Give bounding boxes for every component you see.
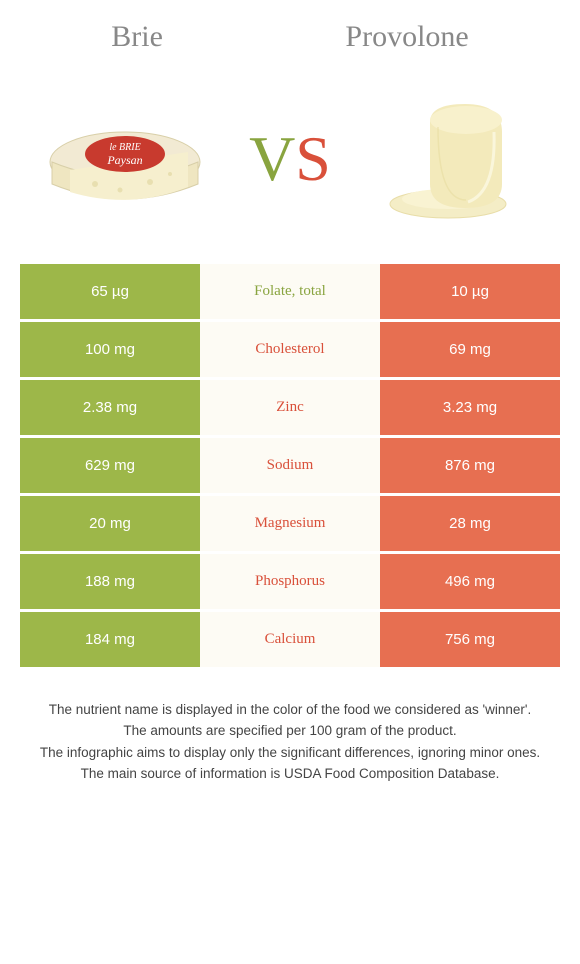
nutrient-name: Sodium bbox=[200, 438, 380, 493]
table-row: 65 µgFolate, total10 µg bbox=[20, 264, 560, 319]
right-value: 876 mg bbox=[380, 438, 560, 493]
right-value: 28 mg bbox=[380, 496, 560, 551]
provolone-image bbox=[370, 92, 540, 227]
right-value: 3.23 mg bbox=[380, 380, 560, 435]
vs-v-letter: V bbox=[249, 123, 295, 194]
table-row: 188 mgPhosphorus496 mg bbox=[20, 554, 560, 609]
nutrient-name: Magnesium bbox=[200, 496, 380, 551]
footer-line: The amounts are specified per 100 gram o… bbox=[30, 721, 550, 741]
images-row: le BRIE Paysan VS bbox=[0, 64, 580, 264]
table-row: 184 mgCalcium756 mg bbox=[20, 612, 560, 667]
header: Brie Provolone bbox=[0, 0, 580, 64]
footer-line: The nutrient name is displayed in the co… bbox=[30, 700, 550, 720]
right-value: 69 mg bbox=[380, 322, 560, 377]
right-value: 496 mg bbox=[380, 554, 560, 609]
nutrient-table: 65 µgFolate, total10 µg100 mgCholesterol… bbox=[20, 264, 560, 667]
table-row: 100 mgCholesterol69 mg bbox=[20, 322, 560, 377]
left-value: 188 mg bbox=[20, 554, 200, 609]
right-food-title: Provolone bbox=[345, 20, 468, 54]
footer-notes: The nutrient name is displayed in the co… bbox=[0, 670, 580, 784]
nutrient-name: Zinc bbox=[200, 380, 380, 435]
table-row: 20 mgMagnesium28 mg bbox=[20, 496, 560, 551]
nutrient-name: Calcium bbox=[200, 612, 380, 667]
left-value: 184 mg bbox=[20, 612, 200, 667]
right-value: 756 mg bbox=[380, 612, 560, 667]
nutrient-name: Phosphorus bbox=[200, 554, 380, 609]
table-row: 2.38 mgZinc3.23 mg bbox=[20, 380, 560, 435]
left-value: 65 µg bbox=[20, 264, 200, 319]
right-value: 10 µg bbox=[380, 264, 560, 319]
svg-text:Paysan: Paysan bbox=[106, 153, 142, 167]
left-value: 2.38 mg bbox=[20, 380, 200, 435]
left-value: 20 mg bbox=[20, 496, 200, 551]
footer-line: The main source of information is USDA F… bbox=[30, 764, 550, 784]
nutrient-name: Folate, total bbox=[200, 264, 380, 319]
vs-s-letter: S bbox=[295, 123, 331, 194]
left-food-title: Brie bbox=[111, 20, 163, 54]
nutrient-name: Cholesterol bbox=[200, 322, 380, 377]
table-row: 629 mgSodium876 mg bbox=[20, 438, 560, 493]
brie-image: le BRIE Paysan bbox=[40, 92, 210, 227]
svg-text:le BRIE: le BRIE bbox=[109, 142, 140, 153]
footer-line: The infographic aims to display only the… bbox=[30, 743, 550, 763]
left-value: 629 mg bbox=[20, 438, 200, 493]
left-value: 100 mg bbox=[20, 322, 200, 377]
vs-label: VS bbox=[249, 122, 331, 196]
